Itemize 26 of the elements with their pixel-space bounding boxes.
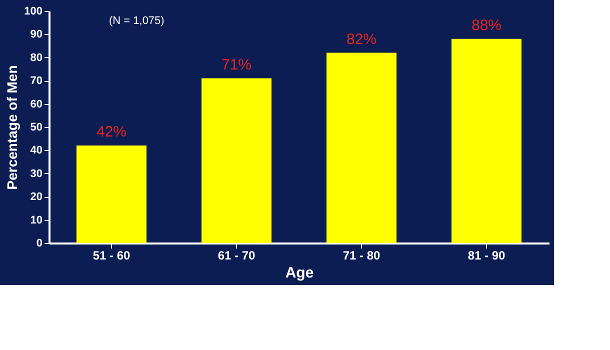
y-tick-label: 0 (36, 238, 42, 250)
data-label: 71% (221, 56, 252, 74)
y-tick-label: 60 (30, 98, 42, 110)
bar (76, 146, 146, 243)
y-tick-label: 80 (30, 52, 42, 64)
y-tick-label: 100 (24, 6, 42, 18)
y-tick-label: 30 (30, 168, 42, 180)
x-tick-label: 71 - 80 (342, 248, 381, 262)
data-label: 42% (96, 124, 127, 141)
x-axis-title: Age (285, 264, 314, 282)
y-tick-label: 10 (30, 214, 42, 226)
bar (452, 38, 522, 243)
y-tick-label: 20 (30, 191, 42, 204)
bar (202, 78, 272, 243)
y-tick-label: 50 (30, 122, 42, 134)
y-tick-label: 70 (30, 75, 42, 88)
x-tick-label: 81 - 90 (468, 248, 506, 262)
bar (326, 52, 396, 243)
data-label: 88% (471, 16, 502, 34)
x-tick-label: 51 - 60 (92, 248, 131, 262)
annotation: (N = 1,075) (109, 15, 164, 27)
y-tick-label: 90 (30, 28, 42, 41)
y-axis-title: Percentage of Men (4, 65, 20, 190)
y-tick-label: 40 (30, 144, 42, 157)
x-tick-label: 61 - 70 (218, 248, 256, 262)
data-label: 82% (346, 30, 377, 48)
